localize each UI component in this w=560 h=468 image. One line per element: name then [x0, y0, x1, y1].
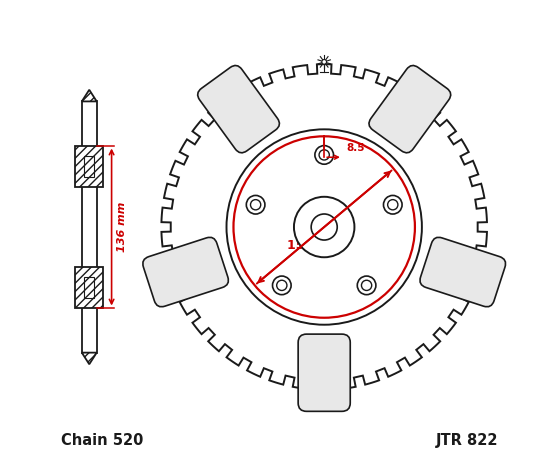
Circle shape	[294, 197, 354, 257]
Text: 136 mm: 136 mm	[117, 202, 127, 252]
Bar	[75, 146, 103, 188]
FancyBboxPatch shape	[143, 237, 228, 307]
FancyBboxPatch shape	[298, 334, 350, 411]
Circle shape	[311, 214, 337, 240]
Circle shape	[277, 280, 287, 291]
Circle shape	[246, 196, 265, 214]
Circle shape	[250, 200, 261, 210]
FancyBboxPatch shape	[369, 66, 451, 153]
FancyBboxPatch shape	[198, 66, 279, 153]
Bar	[75, 267, 103, 308]
Bar	[75, 146, 103, 188]
Text: 156 mm: 156 mm	[287, 239, 343, 252]
Bar	[82, 102, 97, 352]
Bar	[84, 156, 95, 177]
Circle shape	[315, 146, 334, 164]
Circle shape	[273, 276, 291, 295]
Circle shape	[226, 129, 422, 325]
Polygon shape	[82, 90, 97, 102]
Bar	[84, 277, 95, 298]
Polygon shape	[161, 64, 487, 390]
Text: Chain 520: Chain 520	[62, 433, 144, 448]
Circle shape	[357, 276, 376, 295]
Circle shape	[388, 200, 398, 210]
Text: 8.5: 8.5	[347, 143, 365, 153]
Circle shape	[319, 150, 329, 160]
Circle shape	[322, 59, 326, 64]
FancyBboxPatch shape	[420, 237, 506, 307]
Circle shape	[361, 280, 372, 291]
Polygon shape	[82, 352, 97, 364]
Circle shape	[384, 196, 402, 214]
Bar	[75, 267, 103, 308]
Text: JTR 822: JTR 822	[436, 433, 498, 448]
